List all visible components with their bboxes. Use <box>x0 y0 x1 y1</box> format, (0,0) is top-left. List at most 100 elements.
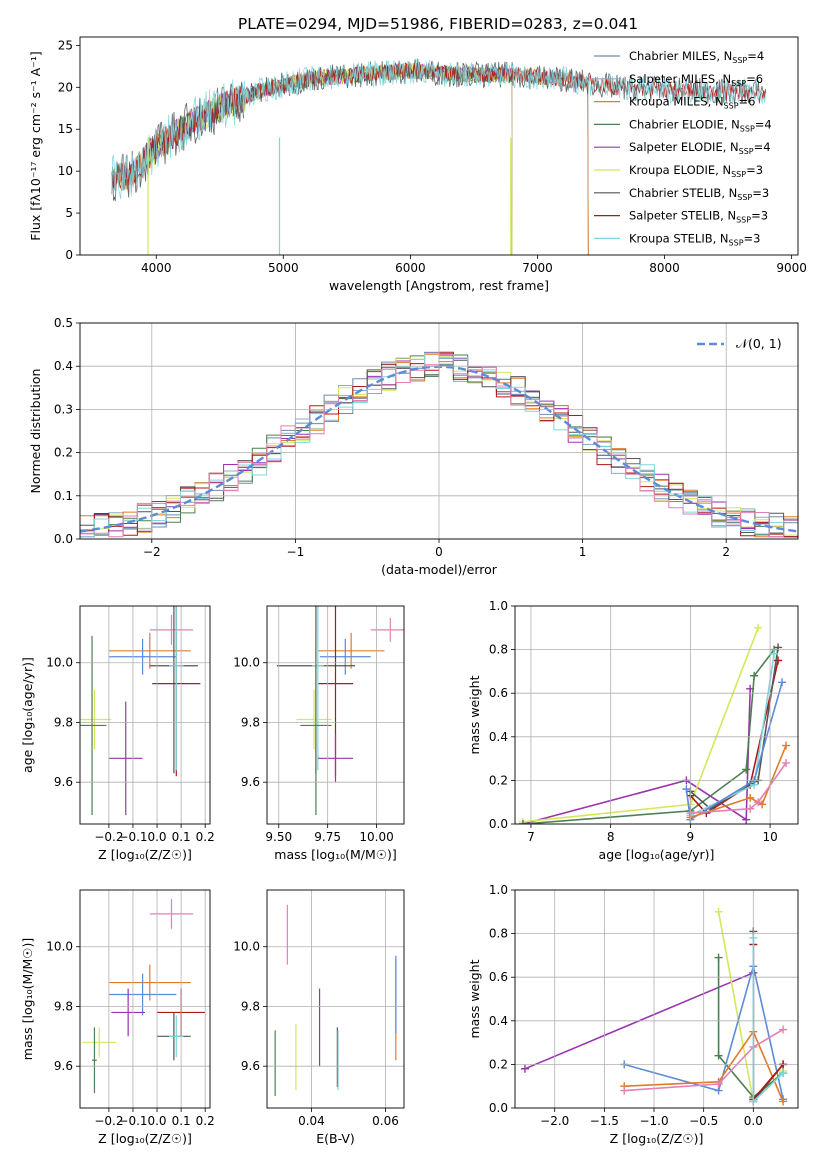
weight-marker <box>518 820 527 824</box>
panel-spectrum: 4000 5000 6000 7000 8000 9000 0 5 10 15 20 25 wavele… <box>28 36 807 293</box>
x-tick-label: 0.0 <box>147 1114 166 1128</box>
weight-line <box>624 1030 784 1102</box>
y-tick-label: 1.0 <box>489 599 508 613</box>
y-tick-label: 0.2 <box>54 446 73 460</box>
x-tick-label: −1.0 <box>639 1114 668 1128</box>
weight-marker <box>779 1025 788 1034</box>
y-tick-label: 9.6 <box>54 1059 73 1073</box>
weight-line <box>689 647 779 810</box>
x-tick-label: −0.2 <box>94 1114 123 1128</box>
y-tick-label: 0.1 <box>54 489 73 503</box>
y-tick-label: 0.2 <box>489 773 508 787</box>
axes-frame <box>514 605 799 825</box>
x-tick-label: 0.04 <box>298 1114 325 1128</box>
weight-marker <box>779 1069 788 1078</box>
weight-marker <box>742 815 751 824</box>
x-tick-label: 0.2 <box>196 830 215 844</box>
y-tick-label: 0.4 <box>54 359 73 373</box>
x-tick-label: 9.75 <box>314 830 341 844</box>
weight-line <box>717 957 784 1099</box>
x-tick-label: 7000 <box>522 261 553 275</box>
weight-marker <box>774 643 783 652</box>
y-axis-label: Flux [fλ10⁻¹⁷ erg cm⁻² s⁻¹ A⁻¹] <box>28 51 43 240</box>
x-axis-label: E(B-V) <box>316 1131 355 1146</box>
axes-frame <box>266 889 405 1109</box>
y-tick-label: 0.5 <box>54 316 73 330</box>
panel-residuals: −2 −1 0 1 2 0.0 0.1 0.2 0.3 0.4 0.5 (data-model)/er… <box>28 316 799 577</box>
weight-marker <box>754 623 763 632</box>
x-tick-label: −1 <box>287 545 305 559</box>
x-tick-label: 0.1 <box>172 830 191 844</box>
legend-label: Salpeter MILES, NSSP=6 <box>629 72 763 88</box>
x-tick-label: 2 <box>722 545 730 559</box>
panel-z-mass: −0.2−0.1 0.0 0.1 0.2 9.6 9.8 10.0 Z [log₁₀(Z/Z☉… <box>20 889 215 1146</box>
y-tick-label: 15 <box>58 122 73 136</box>
x-tick-label: −2 <box>143 545 161 559</box>
x-tick-label: 9000 <box>776 261 807 275</box>
y-tick-label: 9.8 <box>241 715 260 729</box>
x-axis-label: Z [log₁₀(Z/Z☉)] <box>98 847 192 862</box>
x-tick-label: −0.2 <box>94 830 123 844</box>
y-tick-label: 0.8 <box>489 927 508 941</box>
weight-line <box>623 966 784 1100</box>
weight-line <box>690 762 787 814</box>
plot-area <box>518 623 791 824</box>
y-tick-label: 9.8 <box>241 999 260 1013</box>
weight-marker <box>778 678 787 687</box>
y-axis-label: age [log₁₀(age/yr)] <box>20 657 35 773</box>
spectrum-line <box>111 63 589 255</box>
y-tick-label: 5 <box>65 206 73 220</box>
weight-marker <box>746 804 755 813</box>
plot-area <box>276 606 404 816</box>
x-tick-label: −0.5 <box>689 1114 718 1128</box>
y-tick-label: 9.8 <box>54 999 73 1013</box>
y-tick-label: 0.8 <box>489 643 508 657</box>
x-tick-label: −1.5 <box>590 1114 619 1128</box>
weight-marker <box>714 907 723 916</box>
legend-label: 𝒩(0, 1) <box>736 336 782 351</box>
x-tick-label: 8000 <box>649 261 680 275</box>
y-tick-label: 0.0 <box>489 817 508 831</box>
axes-frame <box>79 322 799 540</box>
y-tick-label: 10.0 <box>233 656 260 670</box>
x-tick-label: 6000 <box>395 261 426 275</box>
weight-marker <box>620 1086 629 1095</box>
spectrum-line <box>111 63 589 255</box>
weight-line <box>624 1028 784 1092</box>
x-tick-label: 1 <box>579 545 587 559</box>
weight-marker <box>779 1097 788 1106</box>
spectrum-line <box>143 61 513 255</box>
x-tick-label: −2.0 <box>540 1114 569 1128</box>
weight-line <box>690 745 787 819</box>
x-axis-label: Z [log₁₀(Z/Z☉)] <box>98 1131 192 1146</box>
x-axis-label: Z [log₁₀(Z/Z☉)] <box>610 1131 704 1146</box>
plot-area <box>274 904 397 1097</box>
x-tick-label: 4000 <box>141 261 172 275</box>
weight-marker <box>750 671 759 680</box>
y-tick-label: 0.2 <box>489 1057 508 1071</box>
x-tick-label: 5000 <box>268 261 299 275</box>
legend-label: Kroupa STELIB, NSSP=3 <box>629 231 760 247</box>
weight-marker <box>714 953 723 962</box>
spectrum-line <box>111 58 766 200</box>
y-tick-label: 10.0 <box>46 940 73 954</box>
y-tick-label: 1.0 <box>489 883 508 897</box>
y-tick-label: 0 <box>65 248 73 262</box>
y-tick-label: 9.6 <box>241 1059 260 1073</box>
y-tick-label: 0.4 <box>489 730 508 744</box>
legend-label: Salpeter ELODIE, NSSP=4 <box>629 140 771 156</box>
x-tick-label: 0.1 <box>172 1114 191 1128</box>
y-tick-label: 0.0 <box>489 1101 508 1115</box>
legend-label: Kroupa MILES, NSSP=6 <box>629 95 755 111</box>
weight-marker <box>682 785 691 794</box>
y-axis-label: mass weight <box>467 959 482 1038</box>
x-tick-label: 8 <box>607 830 615 844</box>
weight-marker <box>754 798 763 807</box>
legend-label: Chabrier MILES, NSSP=4 <box>629 49 764 65</box>
y-tick-label: 9.6 <box>54 775 73 789</box>
y-tick-label: 9.8 <box>54 715 73 729</box>
weight-marker <box>742 765 751 774</box>
y-tick-label: 20 <box>58 80 73 94</box>
panel-mass-age: 9.50 9.75 10.00 9.6 9.8 10.0 mass [log₁₀(M/M☉)… <box>233 605 405 862</box>
